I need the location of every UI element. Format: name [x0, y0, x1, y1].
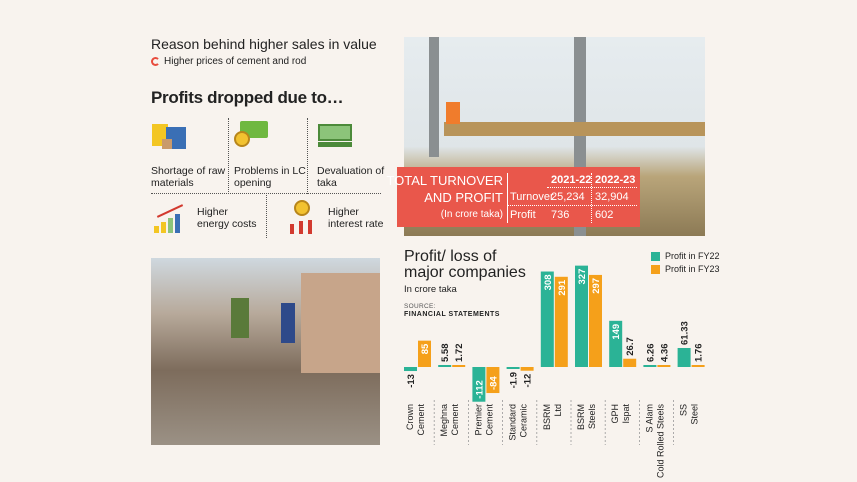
- data-label: 61.33: [680, 321, 691, 345]
- data-label: 85: [420, 343, 431, 354]
- source-label: SOURCE:: [404, 303, 436, 310]
- data-label: 26.7: [625, 337, 636, 356]
- bar: [575, 265, 588, 367]
- category-label: Cement: [484, 404, 494, 436]
- category-label: Ispat: [621, 404, 631, 424]
- category-label: Standard: [508, 404, 518, 441]
- turnover-profit-table: TOTAL TURNOVER AND PROFIT (In crore taka…: [386, 167, 640, 227]
- cell: 736: [551, 209, 570, 221]
- data-label: 6.26: [645, 344, 656, 363]
- data-label: 1.72: [454, 344, 465, 363]
- category-label: BSRM: [542, 404, 552, 430]
- bar: [452, 365, 466, 367]
- category-label: Cement: [416, 404, 426, 436]
- category-label: Steel: [690, 404, 700, 425]
- bar: [472, 367, 486, 402]
- bar: [677, 347, 691, 367]
- cause-label: Higher interest rate: [328, 206, 384, 230]
- bar: [589, 274, 602, 367]
- data-label: -12: [523, 374, 534, 388]
- data-label: 1.76: [694, 344, 705, 363]
- legend-item-fy22: Profit in FY22: [651, 251, 720, 261]
- divider: [266, 193, 267, 238]
- category-label: Cement: [450, 404, 460, 436]
- cause-label: Problems in LC opening: [234, 165, 306, 189]
- turnover-unit: (In crore taka): [440, 209, 503, 220]
- data-label: 149: [611, 324, 622, 340]
- divider: [228, 118, 229, 194]
- bar: [691, 365, 705, 367]
- data-label: -1.9: [509, 372, 520, 388]
- category-label: GPH: [610, 404, 620, 424]
- money-coin-icon: [234, 121, 268, 151]
- category-label: Ltd: [553, 404, 563, 417]
- category-label: Ceramic: [519, 404, 529, 438]
- legend-label: Profit in FY22: [665, 251, 720, 261]
- data-label: 297: [591, 278, 602, 294]
- category-label: Crown: [405, 404, 415, 430]
- row-label: Profit: [510, 209, 536, 221]
- divider: [307, 118, 308, 194]
- reason-item-label: Higher prices of cement and rod: [164, 56, 307, 67]
- warehouse-icon: [152, 121, 186, 151]
- cause-label: Shortage of raw materials: [151, 165, 226, 189]
- year-header: 2021-22: [551, 174, 592, 186]
- workers-mixing-cement-photo: [151, 258, 380, 445]
- bar: [657, 365, 671, 367]
- reason-item: Higher prices of cement and rod: [151, 56, 306, 67]
- category-label: Steels: [587, 404, 597, 430]
- bar: [404, 367, 417, 372]
- category-label: Meghna: [439, 404, 449, 437]
- category-label: SS: [679, 404, 689, 416]
- cause-label: Devaluation of taka: [317, 165, 385, 189]
- legend-label: Profit in FY23: [665, 264, 720, 274]
- bar: [554, 276, 568, 367]
- data-label: 291: [557, 279, 568, 296]
- row-label: Turnover: [510, 191, 554, 203]
- legend-swatch: [651, 264, 660, 274]
- chart-title: Profit/ loss of major companies: [404, 248, 526, 281]
- profits-title: Profits dropped due to…: [151, 88, 344, 107]
- cell: 32,904: [595, 191, 629, 203]
- data-label: -84: [488, 376, 499, 390]
- bar: [540, 271, 554, 367]
- bar: [438, 365, 452, 367]
- data-label: 5.58: [440, 344, 451, 363]
- cell: 602: [595, 209, 614, 221]
- cell: 25,234: [551, 191, 585, 203]
- chart-subtitle: In crore taka: [404, 284, 457, 295]
- cause-label: Higher energy costs: [197, 206, 257, 230]
- bar: [418, 340, 431, 367]
- turnover-title-line1: TOTAL TURNOVER: [386, 173, 503, 188]
- year-header: 2022-23: [595, 174, 636, 186]
- banknote-icon: [318, 124, 352, 148]
- legend-swatch: [651, 251, 660, 261]
- source: FINANCIAL STATEMENTS: [404, 311, 500, 318]
- bar: [486, 367, 500, 394]
- bar: [623, 358, 637, 367]
- bar: [506, 367, 520, 369]
- data-label: 4.36: [659, 344, 670, 363]
- rising-bar-chart-icon: [152, 200, 186, 234]
- category-label: Cold Rolled Steels: [655, 404, 665, 479]
- data-label: 327: [577, 269, 588, 285]
- data-label: -112: [474, 380, 485, 399]
- data-label: -13: [406, 374, 417, 388]
- category-label: BSRM: [576, 404, 586, 430]
- legend-item-fy23: Profit in FY23: [651, 264, 720, 274]
- bar: [643, 365, 657, 367]
- refresh-arrow-icon: [151, 57, 160, 66]
- turnover-title-line2: AND PROFIT: [424, 190, 503, 205]
- bar: [520, 367, 534, 371]
- reason-title: Reason behind higher sales in value: [151, 36, 377, 52]
- bar: [609, 320, 623, 367]
- category-label: Premier: [473, 404, 483, 436]
- category-label: S Alam: [644, 404, 654, 433]
- data-label: 308: [543, 275, 554, 291]
- sun-up-arrows-icon: [285, 198, 319, 236]
